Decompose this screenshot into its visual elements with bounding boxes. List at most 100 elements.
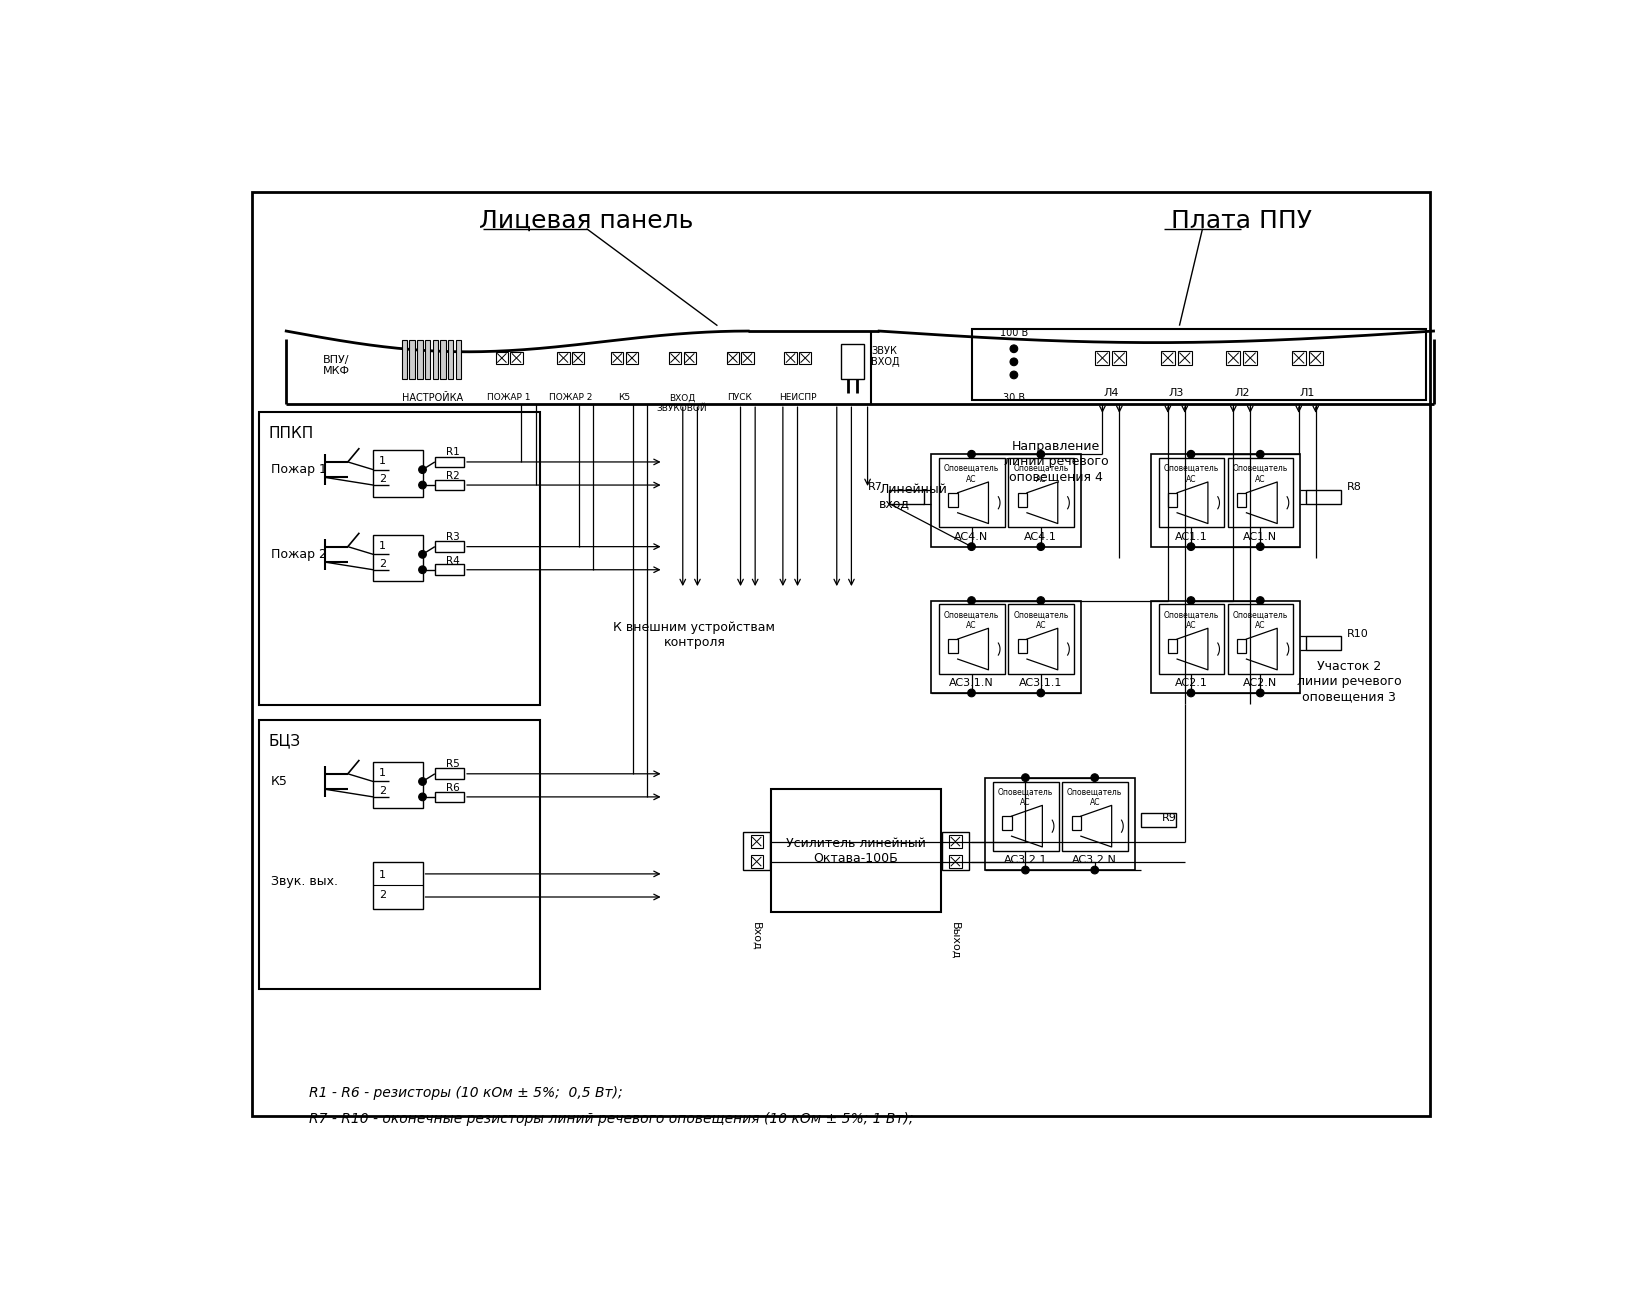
Text: Л3: Л3 [1168,388,1185,397]
Bar [435,480,464,490]
Bar [750,856,763,868]
Text: Линейный
вход: Линейный вход [880,483,947,510]
Text: Оповещатель
АС: Оповещатель АС [1163,610,1219,630]
Bar [684,352,696,364]
Text: ПОЖАР 1: ПОЖАР 1 [487,393,530,402]
Circle shape [968,597,975,605]
Circle shape [1037,597,1045,605]
Text: Лицевая панель: Лицевая панель [479,209,694,233]
Circle shape [968,689,975,697]
Circle shape [968,451,975,458]
Bar [1168,493,1177,506]
Bar [939,605,1004,673]
Text: AC3.2.N: AC3.2.N [1072,856,1118,865]
Circle shape [1022,867,1029,874]
Bar [1140,813,1175,827]
Circle shape [1037,689,1045,697]
Bar [1017,639,1027,654]
Text: Звук. вых.: Звук. вых. [271,874,338,888]
Bar [1291,351,1306,366]
Text: R7 - R10 - оконечные резисторы линий речевого оповещения (10 кОм ± 5%; 1 Вт);: R7 - R10 - оконечные резисторы линий реч… [309,1111,914,1126]
Bar [435,456,464,467]
Bar [932,601,1081,693]
Bar [799,352,811,364]
Text: R5: R5 [446,759,459,769]
Text: Оповещатель
АС: Оповещатель АС [1163,464,1219,484]
Text: Участок 2
линии речевого
оповещения 3: Участок 2 линии речевого оповещения 3 [1296,660,1401,704]
Circle shape [418,481,427,489]
Bar [1306,636,1341,650]
Text: НЕИСПР: НЕИСПР [779,393,816,402]
Bar [1244,351,1257,366]
Bar [670,352,681,364]
Bar [1072,817,1081,830]
Text: Оповещатель
АС: Оповещатель АС [1012,464,1068,484]
Bar [1017,493,1027,506]
Bar [932,454,1081,547]
Bar [1113,351,1126,366]
Circle shape [1009,371,1017,379]
Bar [417,341,422,379]
Bar [1062,781,1127,851]
Text: R8: R8 [1347,483,1362,492]
Bar [402,341,407,379]
Circle shape [1009,358,1017,366]
Bar [1237,639,1247,654]
Bar [971,329,1426,400]
Text: Выход: Выход [950,922,960,959]
Text: 1: 1 [379,540,386,551]
Bar [1159,605,1224,673]
Text: 2: 2 [379,890,386,901]
Bar [948,856,962,868]
Bar [771,789,940,913]
Circle shape [418,551,427,558]
Bar [456,341,461,379]
Bar [1227,605,1293,673]
Text: R6: R6 [446,782,459,793]
Text: R4: R4 [446,555,459,565]
Bar [435,768,464,780]
Text: AC4.1: AC4.1 [1024,533,1057,542]
Text: 2: 2 [379,786,386,796]
Bar [948,493,958,506]
Bar [948,835,962,848]
Bar [1009,458,1073,527]
Text: Усилитель линейный
Октава-100Б: Усилитель линейный Октава-100Б [786,836,926,865]
Bar [1237,493,1247,506]
Circle shape [1257,451,1264,458]
Text: AC3.2.1: AC3.2.1 [1004,856,1047,865]
Text: Оповещатель
АС: Оповещатель АС [944,464,999,484]
Bar [784,352,798,364]
Circle shape [1186,689,1195,697]
Circle shape [1257,689,1264,697]
Text: AC2.N: AC2.N [1244,679,1277,688]
Text: Пожар 2: Пожар 2 [271,548,327,562]
Bar [1096,351,1109,366]
Bar [750,835,763,848]
Bar [743,831,770,871]
Circle shape [418,793,427,801]
Bar [259,412,540,705]
Circle shape [1022,773,1029,781]
Bar [948,639,958,654]
Text: БЦЗ: БЦЗ [269,734,300,748]
Text: Вход: Вход [752,922,761,951]
Circle shape [1257,543,1264,551]
Bar [440,341,446,379]
Bar [1160,351,1175,366]
Bar [259,719,540,989]
Text: R7: R7 [868,483,883,492]
Bar [433,341,438,379]
Text: Оповещатель
АС: Оповещатель АС [1232,610,1288,630]
Text: ЗВУК
ВХОД: ЗВУК ВХОД [871,346,899,367]
Text: 100 В: 100 В [999,329,1027,338]
Bar [510,352,522,364]
Text: Оповещатель
АС: Оповещатель АС [1012,610,1068,630]
Text: AC3.1.1: AC3.1.1 [1019,679,1062,688]
Bar [1168,639,1177,654]
Bar [1227,458,1293,527]
Text: Пожар 1: Пожар 1 [271,463,327,476]
Text: 1: 1 [379,768,386,778]
Bar [373,863,423,909]
Bar [993,781,1058,851]
